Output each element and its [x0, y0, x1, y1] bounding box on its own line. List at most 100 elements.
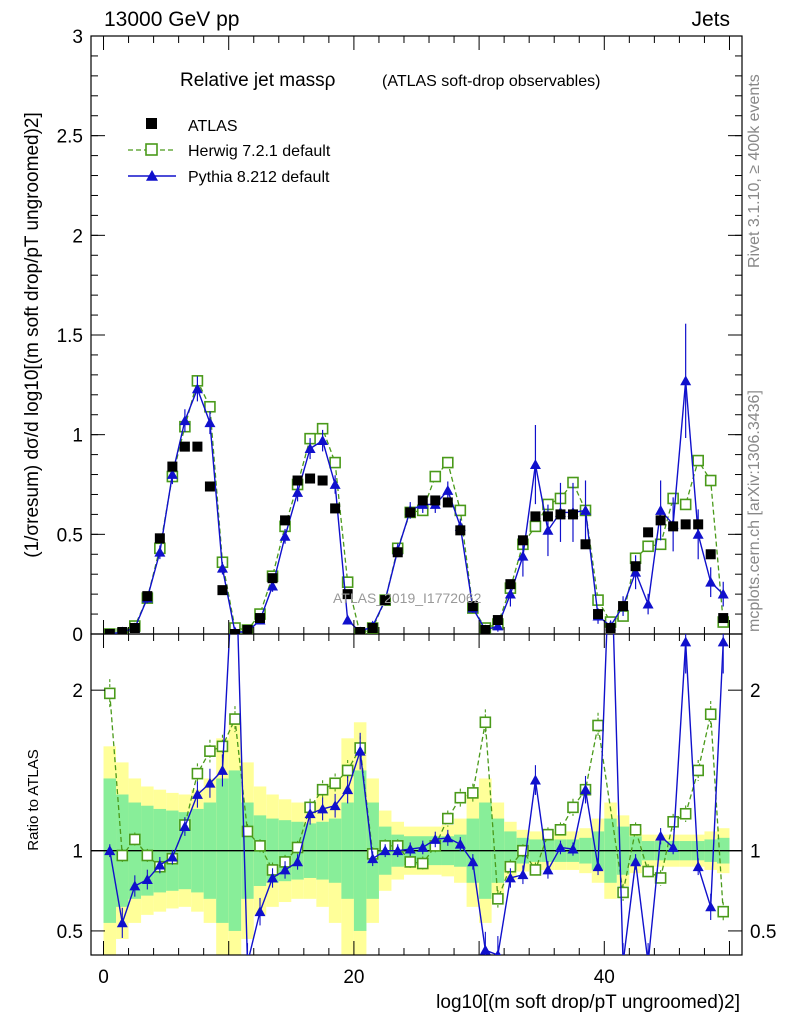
herwig-ratio-point [542, 828, 554, 841]
ratio-panel-frame [90, 633, 743, 956]
pythia-point [329, 479, 341, 489]
pythia-ratio-point [329, 800, 341, 811]
atlas-point [643, 527, 654, 538]
atlas-point [542, 511, 553, 522]
herwig-ratio-point [454, 791, 467, 804]
pythia-ratio-point [504, 872, 516, 883]
herwig-ratio-point [416, 857, 429, 870]
herwig-point [679, 498, 692, 511]
herwig-point [529, 520, 542, 533]
pythia-ratio-point [717, 636, 729, 647]
pythia-point [504, 588, 516, 599]
pythia-point [179, 415, 191, 426]
legend-marker-atlas [146, 118, 157, 129]
herwig-point [642, 540, 654, 553]
chart-text: Relative jet massρ (ATLAS soft-drop obse… [22, 70, 740, 1013]
pythia-ratio-point [379, 845, 391, 856]
axes-ticks: 00.511.522.530.5 0.51 12 20 20 40 [57, 27, 777, 988]
pythia-ratio-point [667, 841, 679, 852]
ratio-y-tick-label-right: 1 [750, 842, 761, 863]
herwig-ratio-point [529, 864, 542, 876]
pythia-point [342, 614, 354, 625]
x-tick-label: 0 [98, 967, 109, 988]
pythia-ratio-point [605, 524, 616, 534]
atlas-point [242, 625, 253, 634]
pythia-ratio-point [116, 917, 128, 928]
herwig-ratio-point [567, 801, 579, 814]
pythia-ratio-point [141, 874, 153, 884]
pythia-point [655, 504, 667, 515]
atlas-point [555, 509, 566, 520]
atlas-point [455, 525, 466, 536]
pythia-ratio-point [618, 958, 629, 968]
atlas-point [142, 591, 153, 602]
pythia-ratio-point [705, 901, 717, 912]
atlas-point [530, 511, 541, 522]
pythia-ratio-point [279, 864, 291, 875]
atlas-point [718, 613, 729, 624]
y-tick-label: 2.5 [57, 127, 83, 148]
pythia-ratio-point [104, 845, 116, 856]
pythia-point [580, 504, 592, 515]
herwig-ratio-point [329, 777, 341, 790]
herwig-ratio-point [404, 856, 417, 868]
atlas-point [693, 519, 704, 530]
pythia-ratio-point [630, 856, 642, 867]
pythia-ratio-point [417, 841, 429, 852]
atlas-point [467, 601, 478, 612]
pythia-ratio-point [129, 880, 141, 891]
pythia-point [680, 375, 692, 386]
ratio-y-tick-label-right: 2 [750, 681, 761, 702]
herwig-point [454, 504, 467, 517]
pythia-point [692, 528, 704, 539]
pythia-ratio-point [580, 784, 592, 795]
atlas-point [668, 521, 679, 532]
pythia-point [717, 588, 729, 599]
herwig-ratio-point [141, 849, 154, 862]
atlas-point [618, 601, 629, 612]
y-tick-label: 1.5 [57, 326, 83, 347]
pythia-point [517, 550, 529, 561]
atlas-point [492, 615, 503, 626]
atlas-point [192, 441, 203, 452]
herwig-point [441, 456, 454, 469]
atlas-point [480, 625, 491, 634]
herwig-ratio-point [629, 824, 642, 836]
pythia-point [492, 620, 504, 631]
atlas-point [505, 579, 516, 590]
atlas-point [517, 535, 528, 546]
herwig-ratio-point [254, 840, 266, 852]
y-tick-label: 3 [72, 27, 83, 48]
main-panel-series [103, 323, 730, 634]
main-y-axis-label: (1/σresum) dσ/d log10[(m soft drop/pT un… [22, 112, 43, 558]
herwig-ratio-point [479, 716, 492, 729]
pythia-ratio-point [229, 524, 240, 534]
pythia-ratio-point [442, 832, 454, 843]
pythia-ratio-point [429, 833, 441, 844]
atlas-point [267, 573, 278, 584]
herwig-ratio-point [467, 787, 479, 799]
herwig-ratio-point [617, 886, 629, 899]
pythia-ratio-point [191, 789, 203, 799]
header-process-label: 13000 GeV pp [104, 8, 240, 31]
atlas-point [305, 473, 316, 484]
atlas-point [593, 609, 604, 620]
pythia-ratio-point [542, 864, 554, 875]
pythia-point [642, 598, 654, 609]
herwig-ratio-point [103, 687, 116, 700]
x-tick-label: 20 [343, 967, 364, 988]
herwig-point [329, 456, 341, 469]
pythia-ratio-point [254, 906, 266, 917]
y-tick-label: 2 [72, 226, 83, 247]
atlas-point [655, 515, 666, 526]
pythia-point [317, 435, 329, 446]
herwig-point [692, 454, 704, 467]
pythia-point [267, 580, 279, 591]
pythia-point [204, 417, 216, 428]
herwig-point [592, 594, 604, 606]
herwig-ratio-point [291, 841, 304, 854]
herwig-ratio-point [679, 807, 692, 820]
atlas-point [129, 623, 140, 634]
atlas-point [280, 515, 291, 526]
